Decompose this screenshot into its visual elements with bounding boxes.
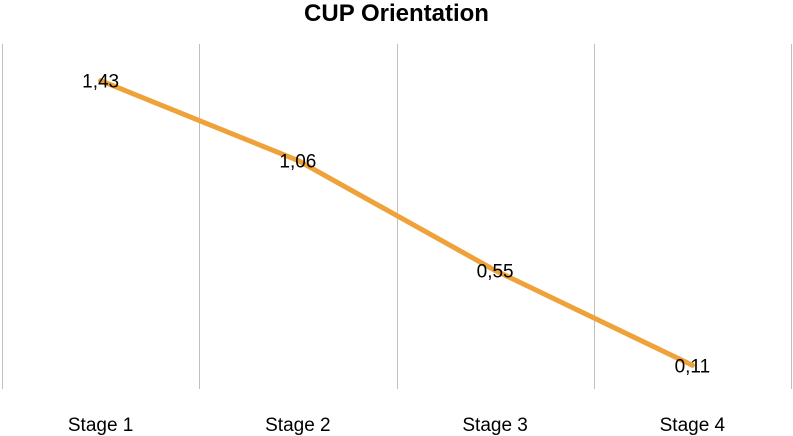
data-point-2	[295, 157, 301, 163]
data-label-1: 1,43	[82, 72, 119, 93]
x-tick-label-3: Stage 3	[462, 415, 528, 436]
data-label-3: 0,55	[477, 261, 514, 282]
data-labels: 1,43 1,06 0,55 0,11	[82, 72, 710, 378]
chart-title: CUP Orientation	[304, 0, 489, 27]
data-point-4	[689, 362, 695, 368]
x-tick-label-4: Stage 4	[660, 415, 726, 436]
data-label-2: 1,06	[279, 151, 316, 172]
series-layer	[98, 78, 695, 368]
x-tick-label-2: Stage 2	[265, 415, 331, 436]
x-axis-tick-labels: Stage 1 Stage 2 Stage 3 Stage 4	[68, 415, 726, 436]
data-label-4: 0,11	[675, 356, 711, 377]
data-point-1	[98, 78, 104, 84]
data-point-3	[492, 267, 498, 273]
series-line	[98, 78, 695, 368]
x-tick-label-1: Stage 1	[68, 415, 134, 436]
